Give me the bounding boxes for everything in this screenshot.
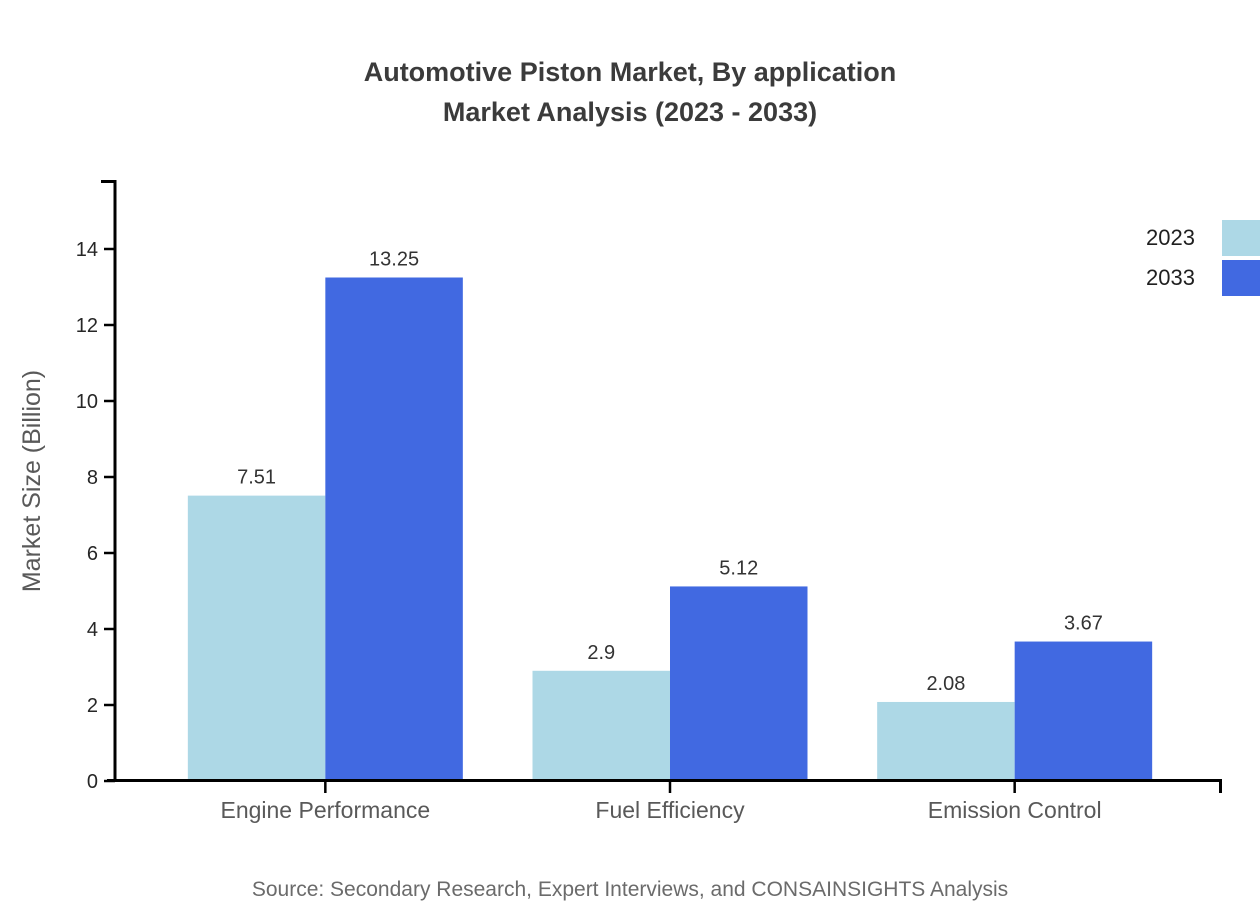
chart-title: Automotive Piston Market, By application…: [0, 52, 1260, 132]
chart-title-line2: Market Analysis (2023 - 2033): [442, 97, 818, 127]
value-label-2033-emission-control: 3.67: [1064, 613, 1103, 635]
x-tick-label-fuel-efficiency: Fuel Efficiency: [595, 797, 745, 823]
y-tick-label-8: 8: [87, 467, 98, 489]
bar-2033-emission-control: [1014, 641, 1153, 781]
chart-title-line1: Automotive Piston Market, By application: [363, 57, 897, 87]
y-tick-label-12: 12: [76, 315, 98, 337]
value-label-2033-engine-performance: 13.25: [369, 249, 419, 271]
y-tick-label-2: 2: [87, 695, 98, 717]
bar-2023-engine-performance: [187, 495, 326, 781]
value-label-2023-fuel-efficiency: 2.9: [587, 642, 615, 664]
y-tick-label-10: 10: [76, 391, 98, 413]
bar-2023-emission-control: [877, 701, 1015, 781]
source-note: Source: Secondary Research, Expert Inter…: [251, 878, 1009, 901]
y-tick-label-6: 6: [87, 543, 98, 565]
y-tick-label-4: 4: [87, 619, 98, 641]
bar-2023-fuel-efficiency: [532, 670, 670, 781]
bar-2033-fuel-efficiency: [670, 586, 808, 781]
value-label-2023-engine-performance: 7.51: [237, 467, 276, 489]
y-tick-label-14: 14: [76, 239, 98, 261]
value-label-2023-emission-control: 2.08: [926, 673, 965, 695]
y-tick-label-0: 0: [87, 771, 98, 793]
bar-2033-engine-performance: [325, 277, 463, 781]
value-label-2033-fuel-efficiency: 5.12: [719, 557, 758, 579]
x-tick-label-emission-control: Emission Control: [928, 797, 1102, 823]
x-tick-label-engine-performance: Engine Performance: [220, 797, 430, 823]
y-axis-title: Market Size (Billion): [18, 370, 46, 592]
